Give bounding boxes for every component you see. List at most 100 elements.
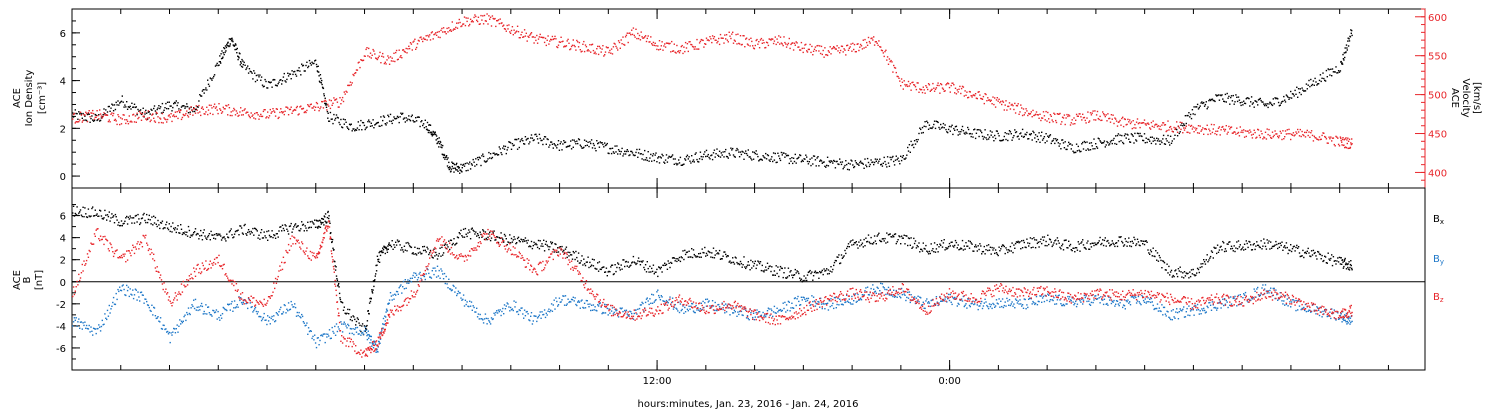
velocity-point <box>840 45 843 47</box>
bx-point <box>98 215 100 217</box>
density-point <box>783 152 785 154</box>
bx-point <box>1162 260 1164 262</box>
bx-point <box>826 273 829 275</box>
velocity-point <box>822 49 824 52</box>
bx-point <box>1283 246 1285 248</box>
density-point <box>150 108 152 111</box>
density-point <box>986 138 988 141</box>
velocity-point <box>903 80 905 82</box>
velocity-point <box>361 59 363 61</box>
velocity-point <box>244 108 246 110</box>
velocity-point <box>435 34 438 36</box>
density-point <box>922 131 924 134</box>
by-point <box>263 312 265 315</box>
bx-point <box>1216 252 1218 255</box>
density-point <box>638 148 641 151</box>
by-point <box>294 306 297 309</box>
bx-point <box>706 254 709 256</box>
velocity-point <box>684 41 687 44</box>
bx-point <box>138 218 140 220</box>
velocity-point <box>161 112 164 115</box>
density-point <box>663 161 665 163</box>
bx-point <box>859 239 862 241</box>
bx-point <box>307 221 309 223</box>
velocity-point <box>739 35 742 37</box>
bx-point <box>886 232 888 234</box>
bx-point <box>350 316 352 318</box>
density-point <box>357 121 359 123</box>
bx-point <box>1072 247 1074 249</box>
density-point <box>846 163 848 166</box>
density-point <box>1098 138 1100 140</box>
velocity-point <box>1344 138 1346 140</box>
density-point <box>960 131 962 133</box>
velocity-point <box>791 42 793 44</box>
density-point <box>452 162 455 165</box>
density-point <box>516 148 519 150</box>
density-point <box>317 65 319 67</box>
bx-point <box>460 229 462 232</box>
velocity-point <box>1093 119 1095 121</box>
density-point <box>524 136 527 138</box>
density-point <box>1036 135 1039 138</box>
density-point <box>1185 122 1187 125</box>
by-point <box>310 330 312 332</box>
by-point <box>278 311 280 313</box>
density-point <box>613 152 615 154</box>
density-point <box>903 158 905 160</box>
density-point <box>819 159 822 161</box>
bx-point <box>536 244 538 246</box>
velocity-point <box>397 58 399 60</box>
bx-point <box>1326 262 1328 264</box>
bx-point <box>198 238 200 240</box>
density-point <box>1209 99 1212 102</box>
velocity-point <box>875 41 877 43</box>
bx-point <box>504 235 507 237</box>
density-point <box>645 157 648 159</box>
velocity-point <box>329 107 332 110</box>
density-point <box>1161 141 1163 144</box>
velocity-point <box>656 48 658 51</box>
bx-point <box>467 232 469 234</box>
velocity-point <box>1284 130 1287 132</box>
velocity-point <box>584 44 587 46</box>
bx-point <box>796 270 798 272</box>
velocity-point <box>393 52 395 54</box>
density-point <box>452 167 454 170</box>
density-point <box>91 115 93 117</box>
density-point <box>557 143 559 146</box>
density-point <box>422 124 424 127</box>
bx-point <box>772 274 775 276</box>
density-point <box>624 150 626 153</box>
density-point <box>429 124 431 126</box>
bx-point <box>1207 261 1209 263</box>
velocity-point <box>581 50 583 52</box>
field-tick-label: 2 <box>60 256 66 267</box>
velocity-point <box>452 29 454 31</box>
velocity-point <box>1164 124 1167 126</box>
bx-point <box>1265 248 1268 250</box>
velocity-point <box>806 51 809 53</box>
velocity-point <box>384 61 386 63</box>
density-point <box>320 77 322 80</box>
by-point <box>270 317 272 320</box>
density-point <box>874 158 877 160</box>
by-point <box>332 330 334 333</box>
density-point <box>281 80 284 82</box>
bx-point <box>85 216 88 218</box>
velocity-point <box>1116 125 1119 127</box>
velocity-point <box>712 37 715 40</box>
bx-point <box>1311 254 1314 256</box>
velocity-point <box>532 36 534 38</box>
by-point <box>141 294 144 296</box>
velocity-point <box>689 41 691 43</box>
density-point <box>1074 151 1076 154</box>
velocity-point <box>976 97 978 100</box>
density-point <box>886 156 889 158</box>
density-point <box>130 108 132 110</box>
density-point <box>1063 147 1066 149</box>
density-point <box>1111 142 1113 145</box>
bx-point <box>590 265 592 268</box>
bx-point <box>1197 268 1200 271</box>
velocity-point <box>661 41 663 43</box>
